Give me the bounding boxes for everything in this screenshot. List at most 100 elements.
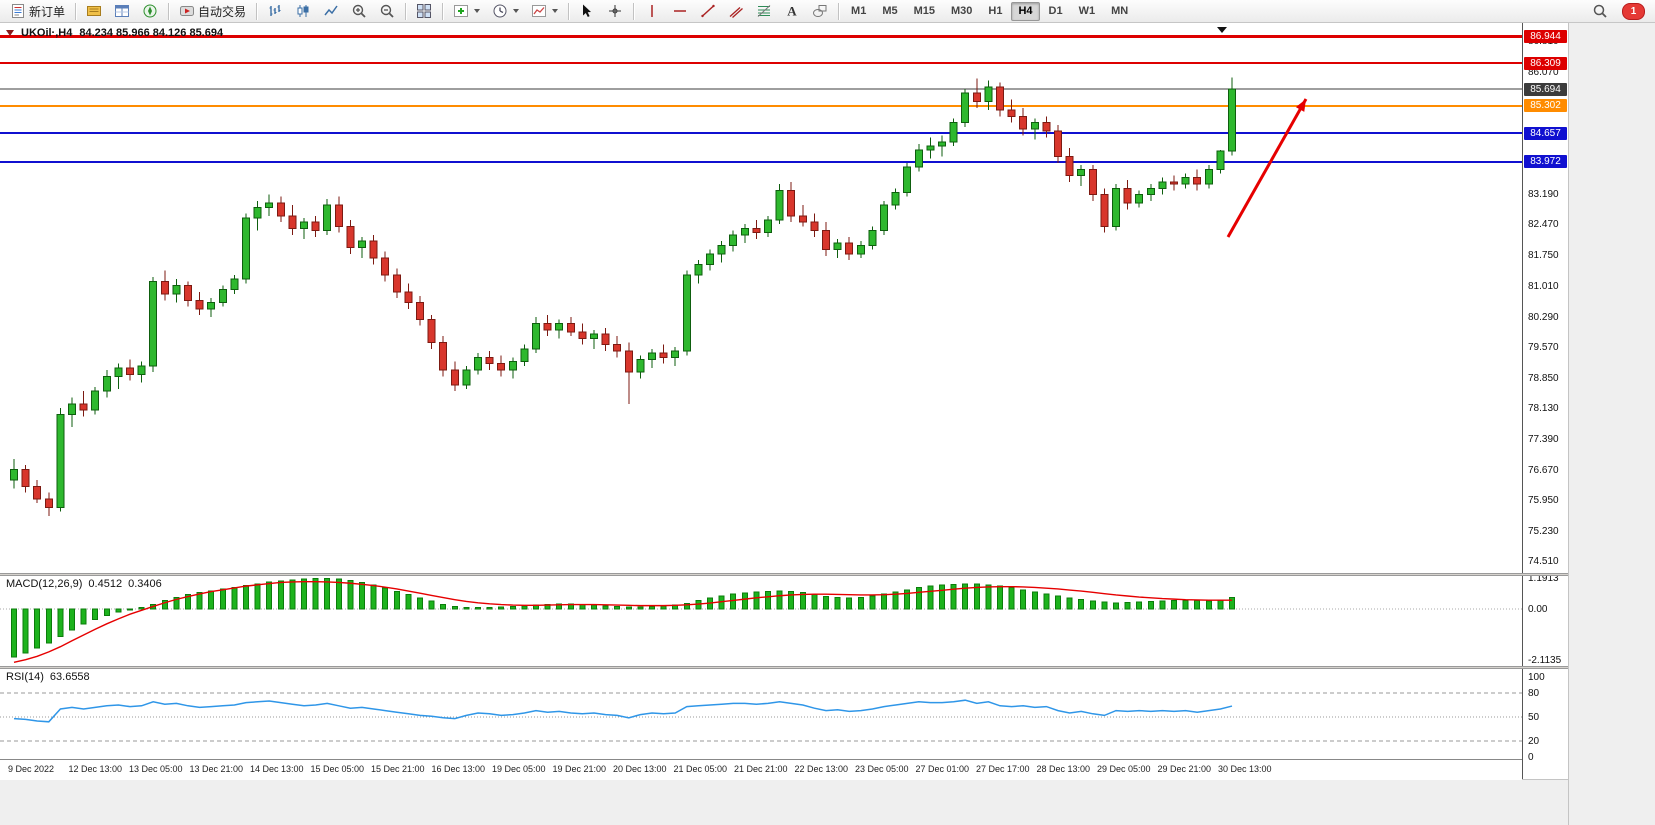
time-tick-label: 30 Dec 13:00 [1218,764,1272,774]
toolbar-separator [75,2,77,20]
autotrading-button[interactable]: 自动交易 [174,0,251,23]
channel-icon [729,7,743,18]
periods-icon [493,4,507,18]
market-watch-button[interactable] [81,0,107,23]
search-button[interactable] [1587,0,1613,23]
macd-bar [1008,587,1015,610]
price-tick-label: 83.190 [1528,189,1559,201]
channel-button[interactable] [723,0,749,23]
main-chart-panel[interactable]: UKOil·,H4 84.234 85.966 84.126 85.694 [0,23,1522,573]
candle [346,225,355,248]
rsi-indicator[interactable] [0,669,1522,759]
macd-panel[interactable]: MACD(12,26,9) 0.4512 0.3406 [0,576,1522,666]
candle [636,358,645,373]
candle-chart-button[interactable] [290,0,316,23]
navigator-button[interactable] [137,0,163,23]
tab-timeframe-M5[interactable]: M5 [882,4,898,17]
tab-timeframe-W1[interactable]: W1 [1078,4,1096,17]
candle [972,92,981,103]
trend-arrow-annotation[interactable] [1226,98,1308,238]
trendline-button[interactable] [695,0,721,23]
chart-shift-marker[interactable] [1217,27,1227,33]
toolbar-right-group: 1 [1586,0,1655,23]
price-scale[interactable]: 86.81086.07083.19082.47081.75081.01080.2… [1522,23,1568,779]
time-tick-label: 13 Dec 05:00 [129,764,183,774]
templates-button[interactable] [526,0,563,23]
candle [578,331,587,339]
macd-bar [92,608,99,620]
rsi-line [13,699,1233,723]
macd-bar [219,588,226,610]
time-tick-label: 29 Dec 21:00 [1157,764,1212,774]
candle [358,240,366,248]
macd-bar [208,590,215,610]
cursor-button[interactable] [574,0,600,23]
macd-bar [289,579,296,610]
fibonacci-button[interactable] [751,0,777,23]
data-window-button[interactable] [109,0,135,23]
candle [427,318,436,344]
macd-signal-value: 0.3406 [128,578,162,590]
time-tick-label: 27 Dec 17:00 [976,764,1030,774]
tab-timeframe-M1[interactable]: M1 [851,4,867,17]
macd-bar [103,608,110,616]
candlestick-chart[interactable] [0,23,1522,573]
macd-bar [11,608,17,658]
macd-bar [881,593,887,610]
svg-text:A: A [787,4,797,19]
text-button[interactable]: A [779,0,805,23]
shapes-button[interactable] [807,0,833,23]
macd-bar [138,607,145,610]
tab-timeframe-M15[interactable]: M15 [913,4,935,17]
rsi-title: RSI(14) [6,671,44,683]
macd-bar [1066,597,1073,610]
candle [1146,187,1155,196]
macd-indicator[interactable] [0,576,1522,666]
price-level-badge: 84.657 [1524,126,1567,140]
chart-menu-icon[interactable] [6,30,14,36]
zoom-in-button[interactable] [346,0,372,23]
macd-bar [1113,602,1119,610]
macd-bar [335,578,342,610]
periods-button[interactable] [487,0,524,23]
macd-bar [1124,602,1131,610]
tab-timeframe-H1[interactable]: H1 [988,4,1003,17]
zoom-out-button[interactable] [374,0,400,23]
tab-timeframe-MN[interactable]: MN [1111,4,1129,17]
candle [68,403,76,415]
time-axis[interactable]: 9 Dec 2022 12 Dec 13:00 13 Dec 05:00 13 Dec… [0,759,1522,780]
symbol-title: UKOil·,H4 [21,27,73,39]
macd-bar [347,579,354,610]
panel-splitter[interactable] [0,666,1568,669]
vline-button[interactable] [639,0,665,23]
macd-bar [927,585,934,610]
candle [648,352,656,360]
tile-windows-button[interactable] [411,0,437,23]
candle [694,263,703,276]
macd-bar [22,608,29,654]
macd-bar [1031,591,1038,610]
macd-bar [266,581,273,610]
bar-chart-button[interactable] [262,0,288,23]
panel-splitter[interactable] [0,573,1568,576]
macd-bar [1182,599,1189,610]
tab-timeframe-M30[interactable]: M30 [951,4,973,17]
crosshair-button[interactable] [602,0,628,23]
macd-bar [765,590,771,610]
macd-bar [625,606,632,610]
candle [787,189,796,217]
new-order-button[interactable]: 新订单 [5,0,70,23]
ohlc-values: 84.234 85.966 84.126 85.694 [79,27,224,39]
macd-bar [231,587,238,610]
line-chart-button[interactable] [318,0,344,23]
rsi-panel[interactable]: RSI(14) 63.6558 [0,669,1522,759]
tab-timeframe-H4[interactable]: H4 [1011,1,1040,21]
indicators-button[interactable] [448,0,485,23]
notification-badge[interactable]: 1 [1622,2,1645,20]
macd-bar [985,584,992,610]
macd-bar [846,597,853,610]
hline-button[interactable] [667,0,693,23]
tab-timeframe-D1[interactable]: D1 [1048,4,1063,17]
macd-bar [115,608,122,613]
candle [752,227,761,234]
